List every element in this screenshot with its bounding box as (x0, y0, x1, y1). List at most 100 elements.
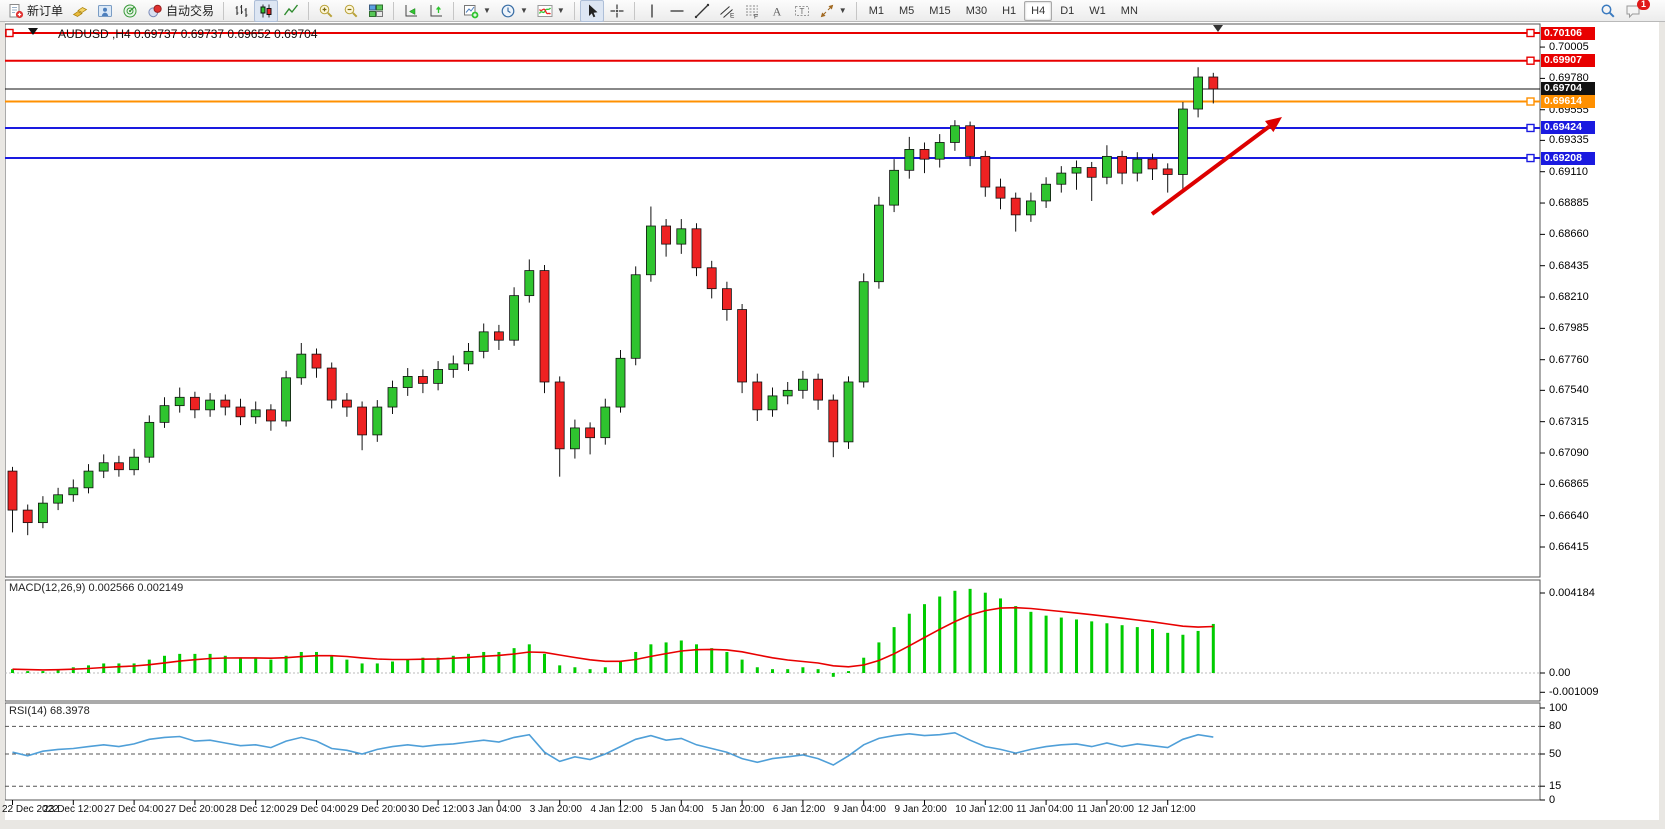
auto-scroll-button[interactable] (399, 0, 423, 22)
timeframe-mn[interactable]: MN (1120, 4, 1138, 17)
hline-icon (669, 3, 685, 19)
equidistant-channel-button[interactable]: E (715, 0, 739, 22)
trend-arrow-shaft[interactable] (1150, 124, 1271, 216)
notifications-button[interactable]: 1 (1621, 0, 1661, 22)
timeframe-m1[interactable]: M1 (868, 4, 884, 17)
arrows-button[interactable]: ▼ (815, 0, 851, 22)
indicators-list-button[interactable]: ▼ (533, 0, 569, 22)
candle (904, 149, 915, 171)
search-button[interactable] (1596, 0, 1620, 22)
candle (950, 125, 960, 143)
line-handle[interactable] (1526, 97, 1535, 106)
shapes-icon (819, 3, 835, 19)
trend-arrow-head[interactable] (1264, 117, 1282, 133)
macd-histogram-bar (421, 657, 425, 673)
tile-icon (368, 3, 384, 19)
line-handle[interactable] (5, 28, 14, 38)
candle (752, 381, 763, 411)
timeframe-h1[interactable]: H1 (1002, 4, 1017, 17)
macd-histogram-bar (1151, 629, 1154, 673)
candle (448, 363, 459, 370)
chart-shift-button[interactable] (424, 0, 448, 22)
macd-histogram-bar (543, 653, 546, 673)
zoom-in-button[interactable] (314, 0, 338, 22)
dropdown-arrow-icon[interactable]: ▼ (556, 6, 565, 15)
horizontal-line-button[interactable] (665, 0, 689, 22)
timeframe-w1[interactable]: W1 (1089, 4, 1106, 17)
macd-histogram-bar (771, 669, 774, 673)
bar-chart-mode-button[interactable] (229, 0, 253, 22)
candle (767, 395, 778, 411)
candle (159, 405, 170, 423)
timeframe-h4[interactable]: H4 (1024, 0, 1053, 21)
rsi-line (12, 731, 1214, 766)
crosshair-button[interactable] (605, 0, 629, 22)
candle (843, 381, 854, 443)
newchart-icon (463, 3, 479, 19)
timeframe-m5[interactable]: M5 (899, 4, 915, 17)
macd-histogram-bar (953, 590, 957, 673)
vertical-line-button[interactable] (640, 0, 664, 22)
autotrade-icon (147, 3, 163, 19)
timeframe-m15[interactable]: M15 (929, 4, 951, 17)
macd-histogram-bar (193, 653, 197, 673)
candle (858, 281, 869, 383)
macd-histogram-bar (467, 653, 470, 673)
macd-histogram-bar (1059, 617, 1063, 673)
dropdown-arrow-icon[interactable]: ▼ (838, 6, 847, 15)
data-window-button[interactable] (93, 0, 117, 22)
market-depth-button[interactable] (118, 0, 142, 22)
candle (1147, 158, 1158, 170)
candle (874, 204, 884, 283)
macd-histogram-bar (847, 671, 850, 673)
line-handle[interactable] (1526, 28, 1535, 38)
candle (828, 399, 839, 443)
macd-panel-frame (4, 579, 1541, 702)
text-a-icon: A (769, 3, 785, 19)
candle (1162, 168, 1173, 175)
candle (706, 267, 717, 290)
macd-histogram-bar (588, 669, 592, 673)
macd-histogram-bar (208, 653, 212, 673)
dropdown-arrow-icon[interactable]: ▼ (483, 6, 491, 15)
profiles-button[interactable]: ▼ (496, 0, 532, 22)
text-t-icon: T (794, 3, 810, 19)
timeframe-m30[interactable]: M30 (965, 4, 988, 17)
new-order-button[interactable]: 新订单 (4, 0, 67, 22)
candle (220, 399, 231, 408)
text-label-button[interactable]: T (790, 0, 814, 22)
candlestick-mode-button[interactable] (254, 0, 279, 22)
candle (250, 409, 261, 418)
tile-windows-button[interactable] (364, 0, 388, 22)
new-chart-button[interactable]: ▼ (459, 0, 495, 22)
candle (980, 155, 991, 188)
candle (630, 274, 641, 359)
timeframe-d1[interactable]: D1 (1060, 4, 1075, 17)
candle (889, 169, 899, 206)
cursor-button[interactable] (579, 0, 604, 22)
candle (417, 376, 428, 384)
dropdown-arrow-icon[interactable]: ▼ (519, 6, 528, 15)
macd-histogram-bar (56, 669, 60, 673)
macd-histogram-bar (619, 661, 622, 673)
market-watch-button[interactable] (68, 0, 92, 22)
window-edge-left (0, 22, 5, 829)
macd-histogram-bar (679, 640, 683, 673)
toolbar-separator (223, 1, 225, 20)
fibonacci-button[interactable]: F (740, 0, 764, 22)
macd-histogram-bar (786, 669, 790, 673)
text-button[interactable]: A (765, 0, 789, 22)
macd-histogram-bar (573, 667, 577, 673)
candle (1102, 155, 1112, 178)
trendline-button[interactable] (690, 0, 714, 22)
macd-histogram-bar (512, 648, 516, 673)
macd-histogram-bar (406, 659, 410, 673)
zoom-out-button[interactable] (339, 0, 363, 22)
line-handle[interactable] (1526, 123, 1535, 133)
line-handle[interactable] (1526, 56, 1535, 65)
line-chart-mode-button[interactable] (279, 0, 303, 22)
line-handle[interactable] (1526, 153, 1535, 163)
candle (524, 270, 535, 297)
auto-trading-button[interactable]: 自动交易 (143, 0, 218, 22)
